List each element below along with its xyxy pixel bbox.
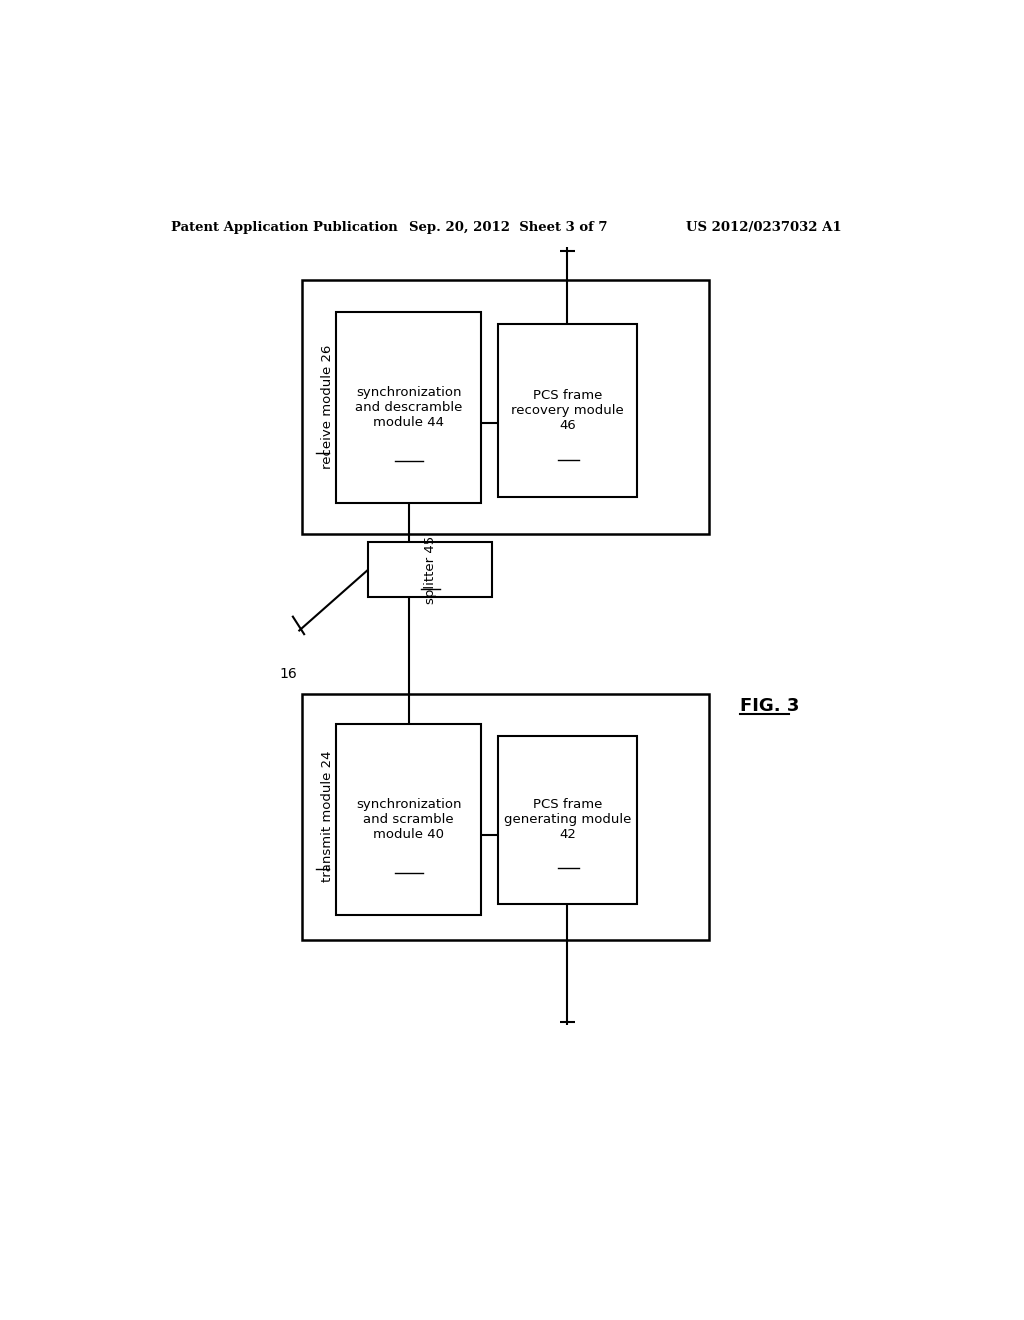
Bar (336, 313, 481, 503)
Text: receive module 26: receive module 26 (321, 345, 334, 470)
Bar (302, 693, 710, 940)
Bar (369, 543, 493, 598)
Text: synchronization
and scramble
module 40: synchronization and scramble module 40 (355, 799, 461, 841)
Bar (336, 725, 481, 915)
Text: PCS frame
generating module
42: PCS frame generating module 42 (504, 799, 631, 841)
Text: FIG. 3: FIG. 3 (740, 697, 800, 715)
Bar (498, 323, 637, 498)
Text: synchronization
and descramble
module 44: synchronization and descramble module 44 (355, 387, 462, 429)
Bar (498, 737, 637, 904)
Text: Patent Application Publication: Patent Application Publication (171, 222, 397, 234)
Text: transmit module 24: transmit module 24 (321, 751, 334, 883)
Text: US 2012/0237032 A1: US 2012/0237032 A1 (686, 222, 842, 234)
Bar (302, 280, 710, 535)
Text: splitter 45: splitter 45 (424, 536, 437, 603)
Text: PCS frame
recovery module
46: PCS frame recovery module 46 (511, 389, 624, 432)
Text: 16: 16 (280, 667, 297, 681)
Text: Sep. 20, 2012  Sheet 3 of 7: Sep. 20, 2012 Sheet 3 of 7 (409, 222, 607, 234)
